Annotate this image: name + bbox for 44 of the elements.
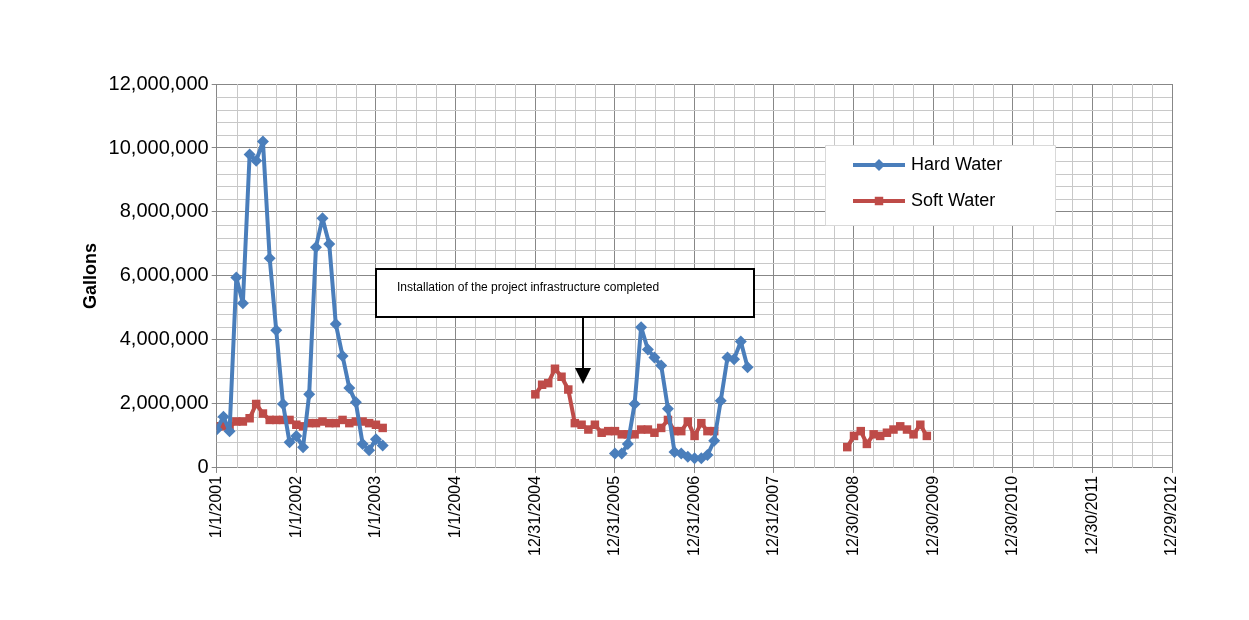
point	[283, 436, 296, 449]
x-tick-label: 12/31/2007	[764, 475, 782, 556]
x-tick-label: 12/29/2012	[1162, 475, 1180, 556]
x-tick-label: 1/1/2003	[366, 475, 384, 539]
point	[641, 343, 654, 356]
y-tick-label: 0	[197, 455, 209, 478]
x-tick-label: 12/30/2010	[1003, 475, 1021, 556]
x-tick-label: 12/31/2004	[525, 475, 543, 556]
point	[336, 349, 349, 362]
point	[356, 437, 369, 450]
point	[741, 361, 754, 374]
x-tick-label: 1/1/2001	[207, 475, 225, 539]
point	[303, 388, 316, 401]
annotation: Installation of the project infrastructure completed	[397, 280, 660, 294]
x-tick-label: 1/1/2002	[286, 475, 304, 539]
point	[648, 351, 661, 364]
y-tick-label: 6,000,000	[119, 263, 209, 286]
point	[363, 444, 376, 457]
y-tick-label: 12,000,000	[108, 71, 209, 94]
point	[343, 381, 356, 394]
x-tick-label: 12/30/2009	[923, 475, 941, 556]
point	[217, 410, 230, 423]
x-tick-label: 12/30/2008	[843, 475, 861, 556]
point	[349, 396, 362, 409]
y-axis-title: Gallons	[79, 242, 100, 309]
point	[655, 359, 668, 372]
y-tick-label: 8,000,000	[119, 199, 209, 222]
point	[369, 433, 382, 446]
y-tick-label: 10,000,000	[108, 135, 209, 158]
point	[290, 429, 303, 442]
point	[323, 237, 336, 250]
y-tick-label: 2,000,000	[119, 391, 209, 414]
x-tick-label: 12/30/2011	[1082, 475, 1100, 555]
point	[250, 154, 263, 167]
x-tick-label: 12/31/2005	[605, 475, 623, 556]
point	[701, 449, 714, 462]
point	[714, 394, 727, 407]
y-tick-label: 4,000,000	[119, 327, 209, 350]
legend-label: Soft Water	[911, 189, 996, 210]
x-tick-label: 12/31/2006	[684, 475, 702, 556]
x-tick-label: 1/1/2004	[445, 475, 463, 539]
callout-box: Installation of the project infrastructure completed	[375, 268, 755, 318]
legend-label: Hard Water	[911, 153, 1003, 174]
point	[376, 439, 389, 452]
